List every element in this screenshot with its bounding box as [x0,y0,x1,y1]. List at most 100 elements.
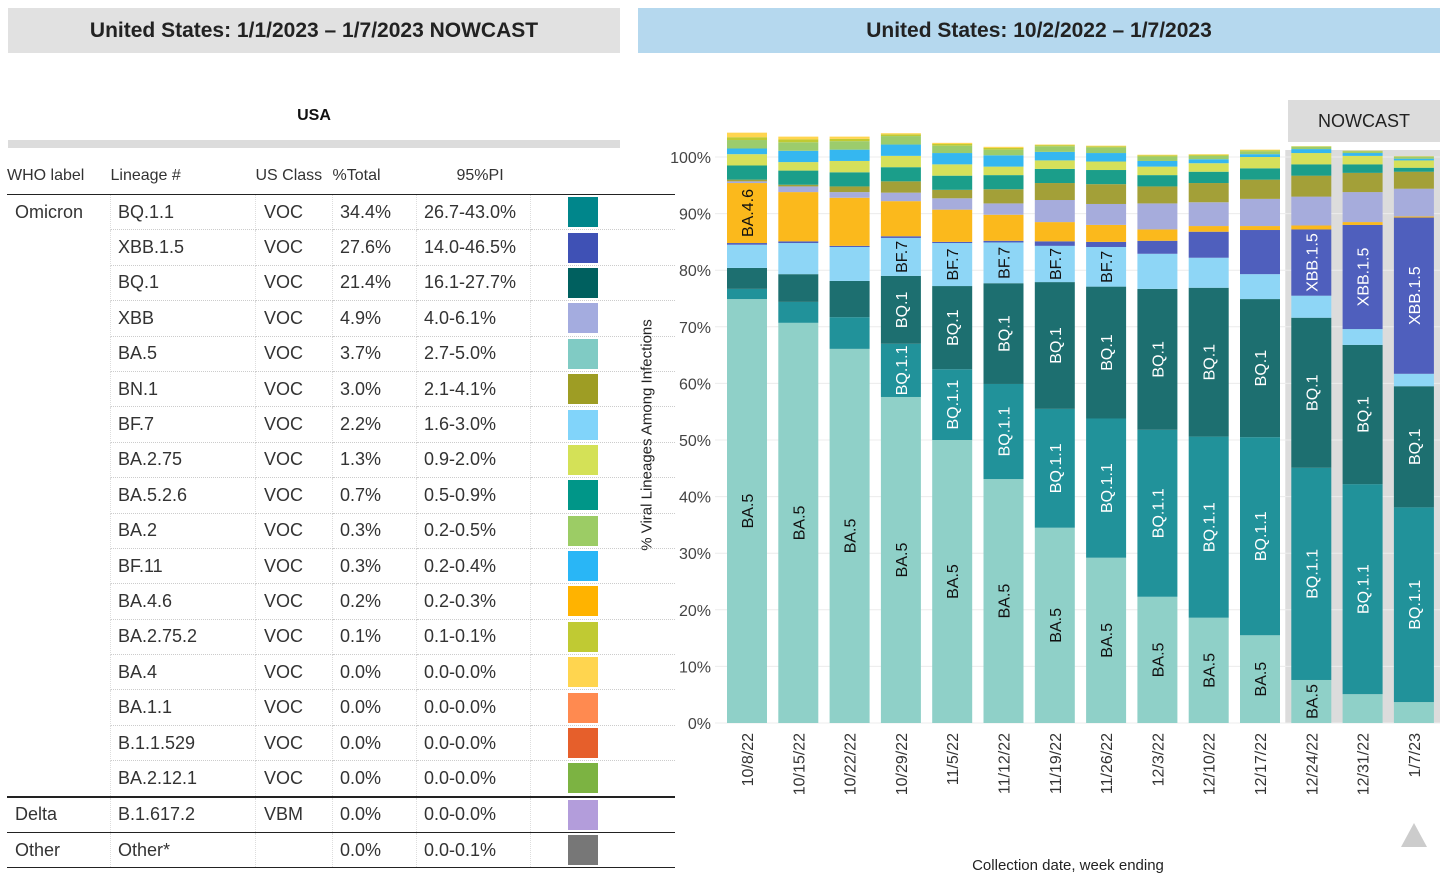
total-cell: 1.3% [332,442,417,479]
bar-segment-xbb [1086,203,1127,225]
color-swatch-cell [530,265,675,302]
segment-label: BA.5 [740,494,757,529]
bar-stack: BA.5 BQ.1.1 BQ.1 XBB.1.5 [1291,146,1332,723]
bar-segment-xbb-1-5 [1240,230,1280,275]
lineage-cell: B.1.1.529 [110,725,256,762]
bar-segment-ba-5-2-6 [1188,171,1229,184]
segment-label: XBB.1.5 [1356,248,1373,307]
lineage-cell: BA.4 [110,654,256,691]
color-swatch-cell [530,442,675,479]
lineage-cell: BA.2.12.1 [110,760,256,798]
table-row: BA.5 VOC 3.7% 2.7-5.0% [7,336,675,372]
y-axis-label: % Viral Lineages Among Infections [638,319,656,551]
x-tick-label: 10/29/22 [894,733,911,795]
col-class: US Class [255,158,333,195]
bar-segment-ba-4-6 [1342,222,1383,225]
class-cell: VOC [255,194,333,231]
class-cell: VOC [255,300,333,337]
lineage-cell: BA.5 [110,336,256,372]
pi-cell: 2.1-4.1% [416,371,531,408]
bar-segment-xbb [983,203,1024,215]
class-cell: VOC [255,548,333,585]
bar-segment-ba-5-2-6 [829,172,870,187]
total-cell: 34.4% [332,194,417,231]
bar-segment-ba-4 [880,133,921,135]
color-swatch [568,374,598,405]
table-row: B.1.1.529 VOC 0.0% 0.0-0.0% [7,725,675,762]
scroll-up-triangle-icon[interactable] [1401,823,1427,847]
bar-segment-bq-1-1 [1291,467,1332,680]
y-tick-label: 80% [679,263,711,280]
bar-segment-xbb [1393,188,1434,217]
segment-label: BF.7 [894,241,911,273]
who-cell [7,336,111,372]
bar-segment-bf-7 [1137,253,1178,289]
segment-label: BQ.1 [1356,396,1373,433]
bar-segment-ba-2-75 [932,164,973,176]
bar-segment-bn-1 [880,181,921,193]
class-cell: VOC [255,654,333,691]
bar-segment-ba-2-75 [983,166,1024,176]
bar-stack: BA.5 BQ.1.1 BQ.1 [1137,154,1178,723]
bar-segment-bq-1 [880,275,921,344]
bar-segment-ba-2 [1342,151,1383,154]
who-cell [7,229,111,266]
total-cell: 0.0% [332,832,417,869]
who-cell [7,300,111,337]
bar-segment-bf-11 [1034,151,1075,161]
total-cell: 0.0% [332,654,417,691]
bar-segment-xbb [727,181,767,184]
pi-cell: 0.1-0.1% [416,619,531,656]
bar-segment-bq-1 [983,283,1024,384]
total-cell: 3.0% [332,371,417,408]
who-cell [7,654,111,690]
who-cell [7,689,111,726]
x-tick-label: 1/7/23 [1407,733,1424,778]
bar-segment-bf-7 [932,243,973,287]
segment-label: BQ.1.1 [1407,580,1424,630]
table-row: BA.5.2.6 VOC 0.7% 0.5-0.9% [7,477,675,514]
bar-stack: BA.5 BQ.1.1 BQ.1 [1240,149,1280,723]
segment-label: BA.5 [1304,684,1321,719]
bar-segment-ba-4 [1034,144,1075,146]
color-swatch-cell [530,513,675,549]
who-cell [7,548,111,584]
bar-segment-ba-2 [1137,156,1178,161]
total-cell: 0.0% [332,725,417,762]
bar-segment-ba-2-75 [1291,153,1332,165]
x-tick-label: 10/8/22 [740,733,757,786]
bar-segment-ba-4 [932,142,973,144]
segment-label: BA.5 [1150,642,1167,677]
bar-segment-bq-1-1 [1086,418,1127,558]
y-tick-label: 100% [670,150,711,167]
pi-cell: 0.2-0.3% [416,583,531,620]
class-cell: VOC [255,583,333,620]
bar-segment-ba-5 [932,440,973,723]
table-row: XBB.1.5 VOC 27.6% 14.0-46.5% [7,229,675,266]
bar-segment-ba-5-2-6 [880,167,921,182]
x-tick-label: 11/12/22 [997,733,1014,794]
bar-segment-ba-2-75-2 [727,137,767,141]
lineage-cell: XBB [110,300,256,337]
bar-stack: BA.5 [778,136,819,723]
who-cell: Other [7,832,111,869]
class-cell: VOC [255,442,333,479]
table-row: BA.2.75 VOC 1.3% 0.9-2.0% [7,442,675,479]
bar-stack: BA.5 BQ.1.1 BQ.1 BF.7 [1034,144,1075,723]
who-cell [7,406,111,443]
class-cell: VOC [255,406,333,443]
segment-label: BQ.1 [1253,350,1270,387]
bar-segment-bn-1 [829,186,870,193]
pi-cell: 0.0-0.0% [416,760,531,798]
bar-segment-ba-2 [1393,157,1434,159]
bar-segment-bf-11 [829,149,870,161]
bar-segment-bq-1-1 [1240,437,1280,636]
bar-segment-bq-1-1 [1188,436,1229,618]
x-tick-label: 12/10/22 [1202,733,1219,795]
class-cell: VOC [255,760,333,798]
bar-segment-ba-5 [1086,557,1127,723]
bar-segment-bn-1 [932,189,973,199]
bar-segment-xbb-1-5 [1034,241,1075,246]
total-cell: 0.3% [332,548,417,585]
x-tick-label: 11/19/22 [1048,733,1065,794]
